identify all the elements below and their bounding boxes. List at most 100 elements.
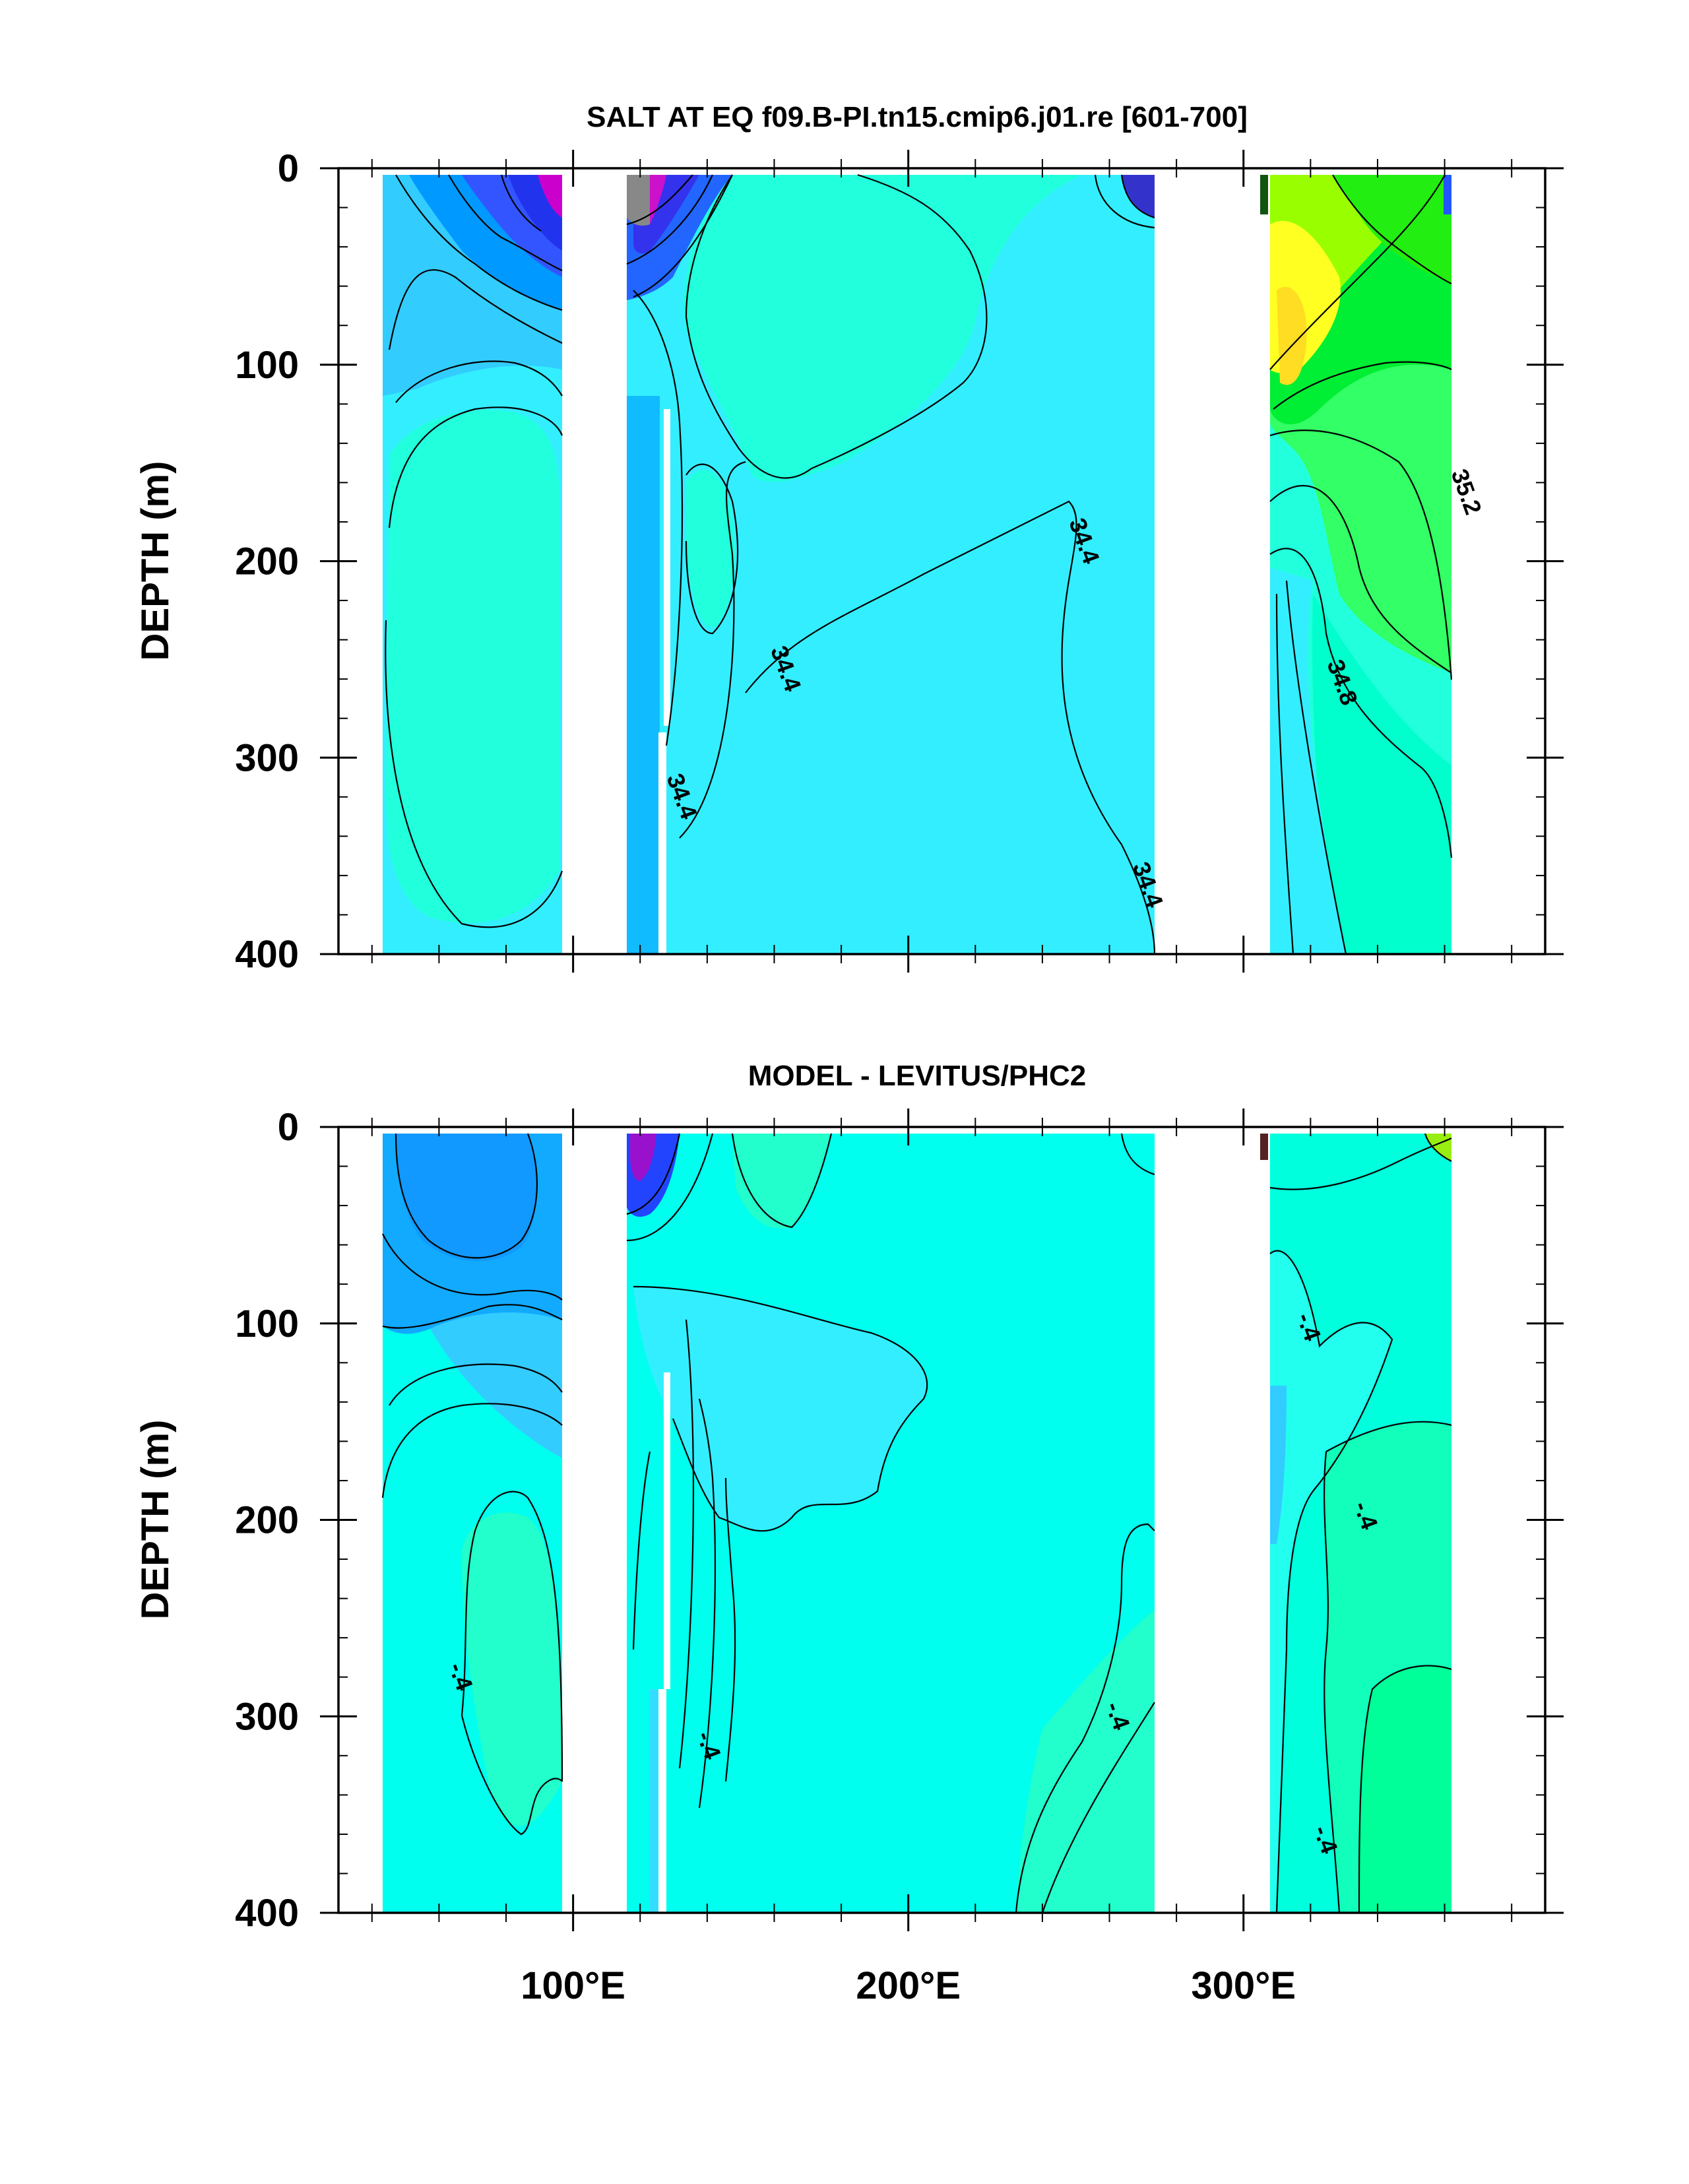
contour-line bbox=[633, 174, 733, 298]
contour-line bbox=[461, 1715, 563, 1836]
fill-atlantic-orange bbox=[1277, 286, 1307, 385]
fill-pacific-upper-cell bbox=[684, 175, 1082, 482]
y-tick-label: 100 bbox=[235, 344, 299, 387]
fill-pacific-gap bbox=[658, 1689, 666, 1913]
fill-atlantic-neg-strip bbox=[1270, 1386, 1287, 1544]
contour-line bbox=[381, 1403, 563, 1498]
contour-line bbox=[389, 1363, 563, 1406]
contour-fill-layer bbox=[383, 1134, 1451, 1913]
contour-line bbox=[1275, 593, 1294, 954]
fill-pacific-lens bbox=[686, 469, 735, 628]
contour-line bbox=[632, 1451, 651, 1650]
contour-line bbox=[500, 174, 542, 232]
fill-pacific-east-top bbox=[1122, 175, 1155, 218]
contour-line bbox=[1269, 548, 1453, 858]
contour-line bbox=[685, 174, 988, 479]
contour-line bbox=[633, 290, 684, 746]
contour-line bbox=[1269, 430, 1453, 680]
contour-line bbox=[626, 1133, 714, 1242]
x-tick-label: 100°E bbox=[521, 1964, 625, 2007]
x-axis-tick-labels: 100°E 200°E 300°E bbox=[521, 1964, 1296, 2007]
panel-salinity: SALT AT EQ f09.B-PI.tn15.cmip6.j01.re [6… bbox=[134, 101, 1564, 976]
contour-line bbox=[1120, 1133, 1155, 1176]
fill-pacific-gap-2 bbox=[664, 409, 670, 726]
fill-pacific-gap-2 bbox=[664, 1372, 670, 1689]
y-tick-label: 0 bbox=[278, 147, 299, 190]
contour-line bbox=[395, 174, 563, 311]
contour-line bbox=[626, 1133, 681, 1215]
contour-label: 35.2 bbox=[1446, 465, 1487, 518]
axis-ticks: 0 100 200 300 400 bbox=[235, 1106, 1564, 1935]
contour-line bbox=[388, 406, 563, 529]
contour-line bbox=[448, 174, 563, 272]
contour-line bbox=[1269, 485, 1452, 674]
fill-atlantic-top-green bbox=[1333, 175, 1451, 284]
chart-title: SALT AT EQ f09.B-PI.tn15.cmip6.j01.re [6… bbox=[587, 101, 1248, 133]
contour-line bbox=[745, 500, 1156, 954]
fill-indian-core bbox=[386, 410, 559, 923]
contour-line bbox=[1424, 1133, 1452, 1162]
y-axis-label: DEPTH (m) bbox=[134, 1420, 177, 1620]
contour-line bbox=[388, 269, 563, 350]
fill-pacific-pos-deep bbox=[1016, 1610, 1155, 1913]
y-axis-label: DEPTH (m) bbox=[134, 461, 177, 661]
chart-title: MODEL - LEVITUS/PHC2 bbox=[748, 1060, 1087, 1092]
fill-atlantic-dark-strip bbox=[1260, 1134, 1268, 1160]
x-tick-label: 200°E bbox=[856, 1964, 961, 2007]
contour-line bbox=[724, 1477, 736, 1782]
contour-line bbox=[395, 1133, 538, 1259]
y-tick-label: 400 bbox=[235, 933, 299, 976]
fill-atlantic-pos-strong bbox=[1359, 1665, 1451, 1913]
contour-line bbox=[382, 1233, 563, 1301]
contour-line bbox=[731, 1133, 833, 1229]
fill-atlantic-top-blue bbox=[1444, 175, 1451, 214]
contour-line bbox=[1285, 580, 1347, 954]
fill-atlantic-yellowgreen bbox=[1270, 175, 1445, 369]
contour-line bbox=[1269, 1250, 1393, 1913]
contour-line bbox=[626, 174, 713, 265]
fill-pacific-gap bbox=[658, 732, 666, 954]
contour-line bbox=[698, 1398, 717, 1809]
contour-line bbox=[1273, 361, 1452, 410]
contour-line bbox=[1269, 1138, 1452, 1190]
contour-fill-layer bbox=[383, 175, 1451, 954]
fill-atlantic-neg bbox=[1270, 1250, 1392, 1913]
panel-difference: MODEL - LEVITUS/PHC2 bbox=[134, 1060, 1564, 2007]
contour-line bbox=[395, 360, 563, 403]
contour-line bbox=[1094, 174, 1155, 229]
fill-pacific-west-core bbox=[630, 1134, 656, 1181]
contour-line bbox=[1120, 174, 1155, 219]
contour-line bbox=[1325, 1421, 1452, 1452]
contour-lines bbox=[385, 174, 1453, 954]
contour-line bbox=[678, 1319, 694, 1769]
contour-line bbox=[1041, 1702, 1155, 1913]
contour-line bbox=[1332, 174, 1452, 284]
y-tick-label: 400 bbox=[235, 1892, 299, 1935]
fill-atlantic-dark-strip bbox=[1260, 175, 1268, 214]
y-tick-label: 300 bbox=[235, 1695, 299, 1738]
y-tick-label: 200 bbox=[235, 540, 299, 583]
contour-line bbox=[1015, 1523, 1155, 1913]
fill-pacific-neg-patch bbox=[633, 1287, 928, 1531]
axis-ticks: 0 100 200 300 400 bbox=[235, 147, 1564, 976]
contour-line bbox=[382, 1304, 563, 1329]
contour-line bbox=[385, 620, 563, 928]
fill-pacific-neg-strip bbox=[650, 1689, 658, 1913]
contour-lines bbox=[381, 1133, 1452, 1913]
contour-line bbox=[679, 461, 746, 839]
fill-pacific-left-strip bbox=[627, 396, 660, 954]
fill-atlantic-deep-right bbox=[1312, 594, 1451, 954]
y-tick-label: 300 bbox=[235, 736, 299, 779]
fill-indian-min bbox=[538, 175, 562, 218]
contour-line bbox=[1323, 1451, 1341, 1913]
contour-line bbox=[461, 1491, 563, 1782]
fill-pacific-west-gray bbox=[627, 175, 653, 226]
contour-line bbox=[1269, 174, 1446, 370]
y-tick-label: 200 bbox=[235, 1499, 299, 1542]
y-tick-label: 100 bbox=[235, 1302, 299, 1345]
y-tick-label: 0 bbox=[278, 1106, 299, 1149]
contour-line bbox=[1358, 1665, 1452, 1913]
fill-indian-pos bbox=[462, 1512, 562, 1826]
contour-line bbox=[626, 174, 693, 226]
